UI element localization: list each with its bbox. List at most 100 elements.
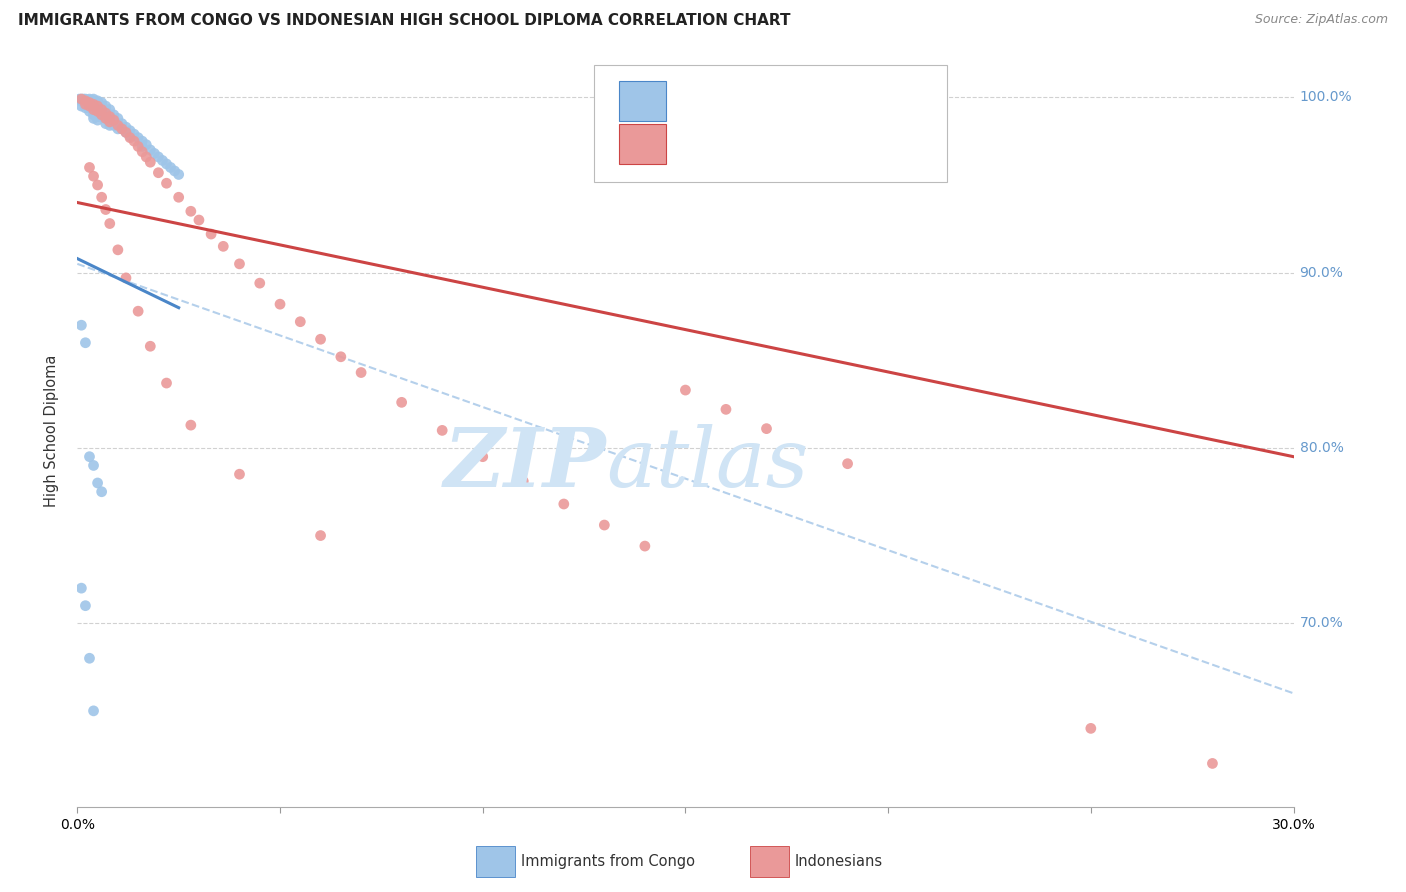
Point bbox=[107, 243, 129, 257]
Point bbox=[70, 318, 93, 333]
Point bbox=[593, 518, 616, 533]
Point bbox=[83, 169, 105, 184]
Point bbox=[90, 103, 112, 117]
Point bbox=[309, 528, 332, 542]
Point bbox=[70, 99, 93, 113]
Point bbox=[143, 146, 166, 161]
Point bbox=[180, 418, 202, 433]
Point bbox=[131, 145, 153, 159]
Point bbox=[1080, 722, 1102, 736]
Point bbox=[86, 95, 108, 110]
Point bbox=[70, 94, 93, 108]
FancyBboxPatch shape bbox=[595, 65, 946, 182]
Point bbox=[86, 475, 108, 490]
Point bbox=[159, 161, 181, 175]
Point bbox=[634, 539, 657, 553]
Point bbox=[72, 95, 94, 110]
Point bbox=[94, 108, 117, 122]
Point bbox=[103, 113, 125, 128]
Point bbox=[79, 651, 101, 665]
Point bbox=[75, 95, 97, 110]
Point bbox=[111, 117, 134, 131]
Point bbox=[167, 168, 190, 182]
Point bbox=[155, 176, 177, 190]
Text: atlas: atlas bbox=[606, 425, 808, 504]
Point bbox=[98, 110, 121, 124]
Point bbox=[329, 350, 352, 364]
Point bbox=[72, 92, 94, 106]
Point bbox=[86, 104, 108, 119]
Point bbox=[90, 99, 112, 113]
Point bbox=[127, 130, 149, 145]
Point bbox=[714, 402, 737, 417]
Point bbox=[837, 457, 859, 471]
Point bbox=[115, 125, 138, 139]
Point bbox=[127, 304, 149, 318]
Point bbox=[107, 122, 129, 136]
Point bbox=[309, 332, 332, 346]
Point bbox=[118, 130, 141, 145]
Point bbox=[290, 315, 312, 329]
Point bbox=[148, 150, 170, 164]
Point bbox=[90, 106, 112, 120]
Point bbox=[83, 97, 105, 112]
Text: IMMIGRANTS FROM CONGO VS INDONESIAN HIGH SCHOOL DIPLOMA CORRELATION CHART: IMMIGRANTS FROM CONGO VS INDONESIAN HIGH… bbox=[18, 13, 790, 29]
Point bbox=[79, 450, 101, 464]
Point bbox=[675, 383, 697, 397]
Text: ZIP: ZIP bbox=[444, 425, 606, 504]
Text: 100.0%: 100.0% bbox=[1299, 90, 1353, 104]
Point bbox=[79, 161, 101, 175]
Point bbox=[94, 106, 117, 120]
Point bbox=[90, 110, 112, 124]
Point bbox=[122, 127, 145, 141]
Point bbox=[188, 213, 211, 227]
Point bbox=[135, 150, 157, 164]
Text: 90.0%: 90.0% bbox=[1299, 266, 1344, 279]
Point bbox=[83, 97, 105, 112]
Point bbox=[75, 97, 97, 112]
Point bbox=[98, 217, 121, 231]
Point bbox=[83, 104, 105, 119]
Point bbox=[98, 113, 121, 128]
Text: Indonesians: Indonesians bbox=[794, 854, 883, 869]
Point bbox=[350, 366, 373, 380]
Point bbox=[127, 139, 149, 153]
Point bbox=[103, 119, 125, 133]
Point bbox=[391, 395, 413, 409]
Point bbox=[118, 123, 141, 137]
Point bbox=[83, 101, 105, 115]
Point bbox=[86, 103, 108, 117]
Point bbox=[86, 106, 108, 120]
Point bbox=[98, 115, 121, 129]
Point bbox=[79, 99, 101, 113]
Point bbox=[83, 94, 105, 108]
Point bbox=[94, 112, 117, 126]
Point bbox=[94, 103, 117, 117]
Text: 70.0%: 70.0% bbox=[1299, 616, 1343, 631]
Point bbox=[70, 92, 93, 106]
Point bbox=[90, 103, 112, 117]
Point bbox=[269, 297, 291, 311]
Point bbox=[94, 99, 117, 113]
Point bbox=[212, 239, 235, 253]
Point bbox=[111, 122, 134, 136]
Point bbox=[180, 204, 202, 219]
Point bbox=[90, 190, 112, 204]
Point bbox=[155, 157, 177, 171]
Text: 80.0%: 80.0% bbox=[1299, 441, 1344, 455]
FancyBboxPatch shape bbox=[749, 846, 789, 878]
FancyBboxPatch shape bbox=[619, 81, 666, 120]
Point bbox=[228, 467, 250, 482]
Point bbox=[86, 99, 108, 113]
Point bbox=[75, 101, 97, 115]
Point bbox=[122, 134, 145, 148]
Point bbox=[131, 139, 153, 153]
Point bbox=[135, 137, 157, 152]
Point bbox=[67, 92, 90, 106]
Point bbox=[86, 110, 108, 124]
Point bbox=[98, 103, 121, 117]
Point bbox=[98, 119, 121, 133]
Point bbox=[115, 271, 138, 285]
Point bbox=[83, 103, 105, 117]
Point bbox=[228, 257, 250, 271]
